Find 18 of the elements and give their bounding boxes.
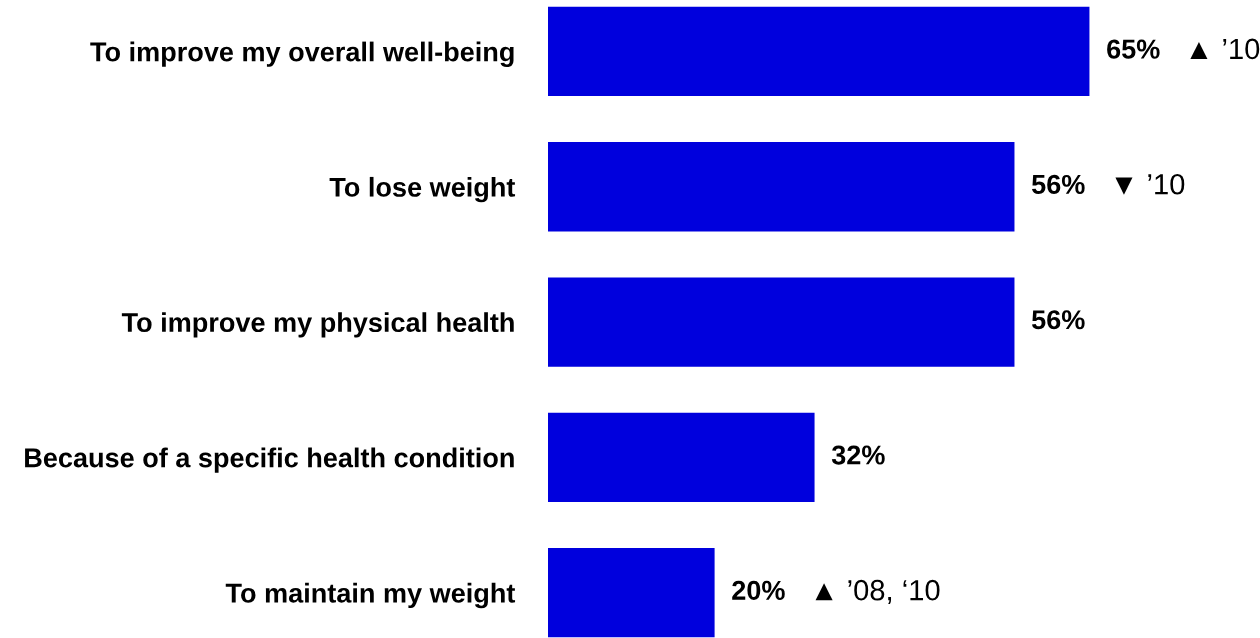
y-tick-label: To maintain my weight <box>225 582 516 609</box>
bar <box>548 412 815 503</box>
bar <box>548 548 715 638</box>
bar <box>548 6 1090 97</box>
data-label: 56% <box>1031 174 1085 194</box>
text: ▲ ’10 <box>1190 38 1260 60</box>
y-tick-label: To improve my overall well-being <box>90 41 514 67</box>
y-tick-label: To lose weight <box>329 176 516 203</box>
data-label: 20% <box>732 580 785 600</box>
data-label: 32% <box>831 445 885 465</box>
y-tick-label: Because of a specific health condition <box>25 447 514 473</box>
bar <box>548 277 1015 367</box>
data-label: 65% <box>1107 39 1160 59</box>
annotation: ▲ ’08, ‘10 <box>815 579 940 604</box>
bar <box>548 142 1015 232</box>
text: ▼ ’10 <box>1115 173 1185 195</box>
data-label: 56% <box>1031 310 1085 330</box>
y-tick-label: To improve my physical health <box>121 312 514 338</box>
